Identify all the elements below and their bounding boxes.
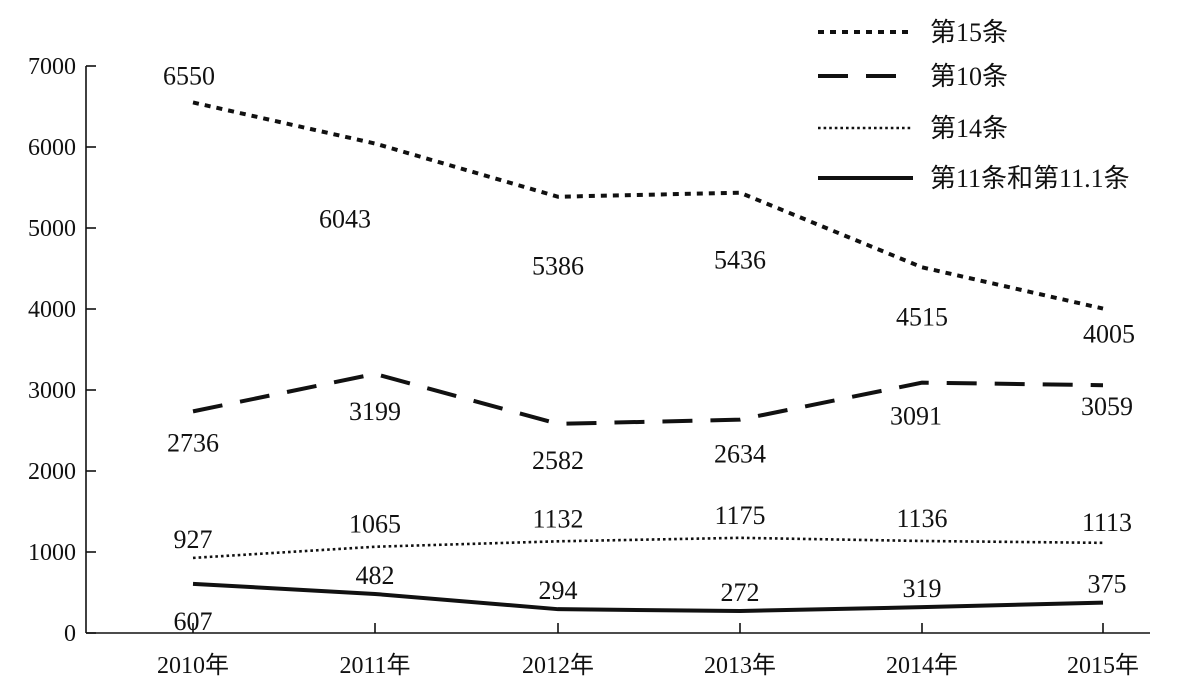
data-label: 3199 <box>349 397 401 426</box>
data-label: 607 <box>174 607 213 636</box>
data-label: 3059 <box>1081 392 1133 421</box>
data-label: 319 <box>903 574 942 603</box>
data-label: 1065 <box>349 510 401 539</box>
series-layer <box>192 100 1104 613</box>
data-label: 1175 <box>714 501 765 530</box>
data-label: 2634 <box>714 440 766 469</box>
y-tick-label: 0 <box>64 621 76 647</box>
data-labels-layer: 6550 6043 5386 5436 4515 4005 2736 3199 2582 2634… <box>163 61 1135 635</box>
y-axis-ticks: 0 1000 2000 3000 4000 5000 6000 7000 <box>28 54 96 647</box>
data-label: 5436 <box>714 246 766 275</box>
data-label: 1113 <box>1082 508 1132 537</box>
x-axis-ticks: 2010年 2011年 2012年 2013年 2014年 2015年 <box>157 623 1139 679</box>
series-line-1 <box>192 100 1104 311</box>
data-label: 1132 <box>532 504 583 533</box>
data-label: 272 <box>721 578 760 607</box>
data-label: 4005 <box>1083 320 1135 349</box>
legend-label: 第10条 <box>930 62 1008 91</box>
data-label: 294 <box>539 576 578 605</box>
data-label: 3091 <box>890 402 942 431</box>
data-label: 482 <box>356 561 395 590</box>
y-tick-label: 1000 <box>28 540 76 566</box>
y-tick-label: 5000 <box>28 216 76 242</box>
y-tick-label: 7000 <box>28 54 76 80</box>
series-line-4 <box>192 581 1104 613</box>
legend-label: 第11条和第11.1条 <box>930 164 1130 193</box>
series-line-3 <box>192 536 1104 560</box>
x-tick-label: 2014年 <box>886 652 958 679</box>
x-tick-label: 2012年 <box>522 652 594 679</box>
legend-label: 第15条 <box>930 18 1008 47</box>
data-label: 5386 <box>532 252 584 281</box>
data-label: 6550 <box>163 61 215 90</box>
x-tick-label: 2011年 <box>339 652 410 679</box>
legend-label: 第14条 <box>930 114 1008 143</box>
data-label: 2736 <box>167 428 219 457</box>
y-tick-label: 3000 <box>28 378 76 404</box>
y-tick-label: 6000 <box>28 135 76 161</box>
data-label: 927 <box>174 525 213 554</box>
x-tick-label: 2013年 <box>704 652 776 679</box>
x-tick-label: 2010年 <box>157 652 229 679</box>
y-tick-label: 4000 <box>28 297 76 323</box>
y-tick-label: 2000 <box>28 459 76 485</box>
chart-axes <box>85 66 1150 634</box>
data-label: 4515 <box>896 302 948 331</box>
data-label: 375 <box>1088 570 1127 599</box>
data-label: 2582 <box>532 446 584 475</box>
x-tick-label: 2015年 <box>1067 652 1139 679</box>
series-line-2 <box>192 371 1104 426</box>
data-label: 6043 <box>319 205 371 234</box>
data-label: 1136 <box>896 504 947 533</box>
